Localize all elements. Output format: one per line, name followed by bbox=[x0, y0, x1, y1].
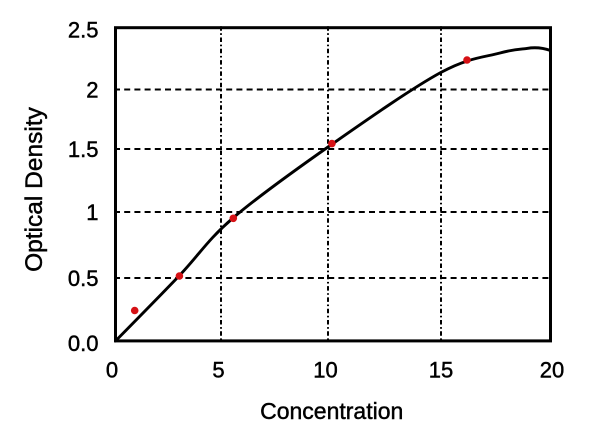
svg-text:0: 0 bbox=[106, 357, 118, 382]
svg-text:2.5: 2.5 bbox=[68, 18, 99, 43]
svg-text:15: 15 bbox=[429, 357, 453, 382]
svg-text:10: 10 bbox=[313, 357, 337, 382]
svg-text:0.0: 0.0 bbox=[68, 331, 99, 356]
svg-text:2: 2 bbox=[86, 78, 98, 103]
svg-text:Concentration: Concentration bbox=[260, 398, 403, 424]
svg-text:5: 5 bbox=[212, 357, 224, 382]
svg-text:0.5: 0.5 bbox=[68, 266, 99, 291]
svg-text:20: 20 bbox=[540, 357, 564, 382]
svg-text:1: 1 bbox=[86, 200, 98, 225]
svg-text:1.5: 1.5 bbox=[68, 137, 99, 162]
svg-text:Optical Density: Optical Density bbox=[21, 106, 48, 272]
